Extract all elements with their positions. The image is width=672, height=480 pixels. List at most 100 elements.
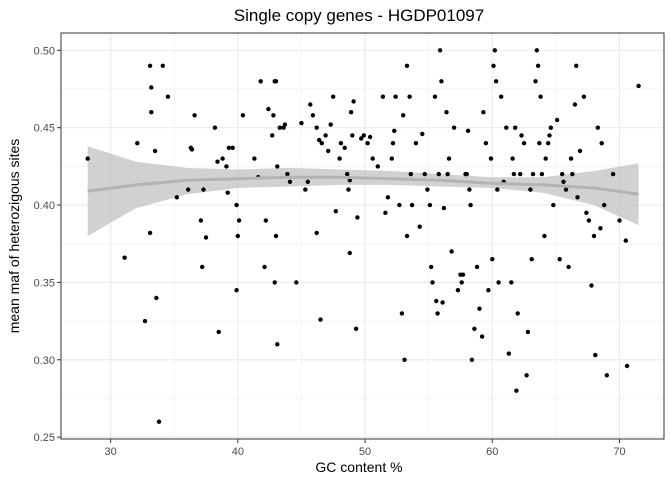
data-point [581,94,587,99]
data-point [390,141,396,146]
data-point [589,283,594,288]
data-point [528,187,533,192]
data-point [521,141,527,146]
data-point [548,125,553,130]
panel-border [60,32,665,440]
data-point [434,298,439,304]
data-point [561,179,566,184]
data-point [317,137,322,143]
data-point [465,128,471,133]
data-point [472,326,477,331]
x-axis-title: GC content % [315,459,402,475]
data-point [294,280,299,285]
data-point [375,164,380,169]
data-point [445,171,450,177]
data-point [240,113,246,118]
data-point [602,202,607,208]
data-point [404,63,410,68]
data-point [440,300,445,305]
data-point [287,179,293,184]
data-point [303,187,308,192]
data-point [275,342,280,347]
data-point [383,210,388,215]
minor-gridlines [61,33,664,439]
chart-title: Single copy genes - HGDP01097 [234,6,484,25]
data-point [429,264,434,270]
data-point [504,125,509,130]
data-point [554,117,560,123]
data-point [189,147,195,152]
data-point [483,141,489,146]
data-point [510,156,515,161]
data-point [464,171,469,177]
data-point [272,280,277,285]
data-point [277,125,282,130]
data-point [534,48,539,53]
data-point [353,326,359,331]
data-point [546,141,551,146]
data-point [370,156,375,161]
data-point [591,233,597,239]
data-point [270,133,275,138]
data-point [506,351,511,356]
data-point [511,171,517,177]
data-point [323,133,328,138]
data-point [575,195,580,200]
data-point [430,280,435,285]
data-point [407,94,412,99]
data-point [345,171,350,177]
data-point [493,79,499,84]
data-point [409,202,415,208]
data-point [389,156,394,161]
data-point [595,125,600,130]
data-point [525,329,531,335]
data-point [586,218,592,223]
y-tick-label: 0.40 [34,200,55,212]
data-point [469,357,475,362]
data-point [599,141,604,146]
data-point [479,334,485,339]
data-point [258,79,263,84]
data-point [359,136,364,141]
y-axis-ticks: 0.25 0.30 0.35 0.40 0.45 0.50 [34,45,61,444]
data-point [572,102,578,107]
data-point [135,141,140,146]
data-point [342,145,347,150]
smooth-trend-line [87,175,639,196]
data-point [604,373,609,378]
data-point [271,113,276,118]
data-point [328,122,333,127]
data-point [399,311,405,316]
data-point [215,159,220,164]
data-point [490,257,495,262]
data-point [560,171,565,177]
data-point [435,311,440,316]
data-point [367,134,373,140]
data-point [460,272,466,277]
data-point [570,171,575,177]
plot-panel [60,32,665,440]
data-point [524,373,529,378]
data-point [617,218,622,223]
data-point [226,145,232,150]
data-point [337,156,342,161]
data-point [224,164,229,169]
y-axis-title: mean maf of heterozigous sites [6,139,22,334]
data-point [234,288,239,293]
data-point [380,94,386,99]
data-point [481,110,486,115]
data-point [234,202,239,208]
data-point [441,205,447,211]
y-tick-label: 0.45 [34,123,55,135]
data-point [530,171,536,177]
data-point [477,306,482,311]
data-point [203,235,209,240]
data-point [230,145,235,150]
data-point [192,113,197,118]
data-point [282,122,288,127]
data-point [235,233,240,239]
data-point [331,94,336,99]
data-point [310,113,316,118]
data-point [491,63,496,68]
data-point [518,171,523,177]
